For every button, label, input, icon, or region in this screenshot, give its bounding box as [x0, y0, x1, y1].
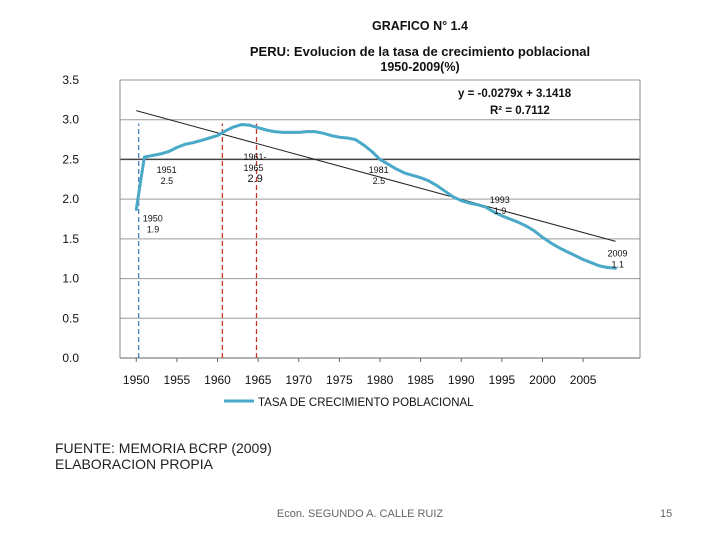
y-tick-label: 3.0 — [62, 113, 79, 127]
grid-lines — [120, 79, 640, 319]
y-tick-label: 1.5 — [62, 232, 79, 246]
trendline — [136, 110, 616, 242]
trendline-r-squared: R² = 0.7112 — [490, 105, 550, 117]
x-tick-label: 1990 — [448, 373, 475, 387]
x-tick-label: 1970 — [285, 373, 312, 387]
x-tick-label: 1965 — [245, 373, 272, 387]
y-tick-label: 0.0 — [62, 351, 79, 365]
legend: TASA DE CRECIMIENTO POBLACIONAL — [224, 397, 474, 409]
x-tick-label: 1960 — [204, 373, 231, 387]
footer-author: Econ. SEGUNDO A. CALLE RUIZ — [276, 508, 444, 520]
trendline-equation: y = -0.0279x + 3.1418 — [458, 88, 572, 100]
x-tick-label: 1955 — [164, 373, 191, 387]
data-label: 1993 — [490, 195, 510, 205]
x-tick-label: 1985 — [407, 373, 434, 387]
legend-label: TASA DE CRECIMIENTO POBLACIONAL — [258, 397, 474, 409]
data-label: 2.9 — [248, 173, 263, 185]
x-tick-label: 1950 — [123, 373, 150, 387]
data-label: 1.1 — [612, 259, 625, 269]
x-tick-label: 1980 — [367, 373, 394, 387]
data-label: 2.5 — [161, 176, 174, 186]
data-label: 1.9 — [147, 224, 160, 234]
series-layer — [134, 123, 618, 270]
equation-box: y = -0.0279x + 3.1418 R² = 0.7112 — [458, 88, 572, 117]
x-tick-label: 1995 — [489, 373, 516, 387]
data-label: 1961- — [244, 152, 267, 162]
y-tick-label: 1.0 — [62, 272, 79, 286]
y-tick-label: 0.5 — [62, 311, 79, 325]
y-tick-label: 2.0 — [62, 192, 79, 206]
data-label: 2.5 — [373, 176, 386, 186]
x-tick-label: 2000 — [529, 373, 556, 387]
data-label: 1951 — [157, 165, 177, 175]
x-tick-label: 1975 — [326, 373, 353, 387]
source-note: FUENTE: MEMORIA BCRP (2009) — [55, 440, 272, 456]
data-label: 1981 — [369, 165, 389, 175]
line-chart: 0.0 0.5 1.0 1.5 2.0 2.5 3.0 3.5 1950 1955 1960 1965… — [62, 73, 641, 409]
y-tick-label: 3.5 — [62, 73, 79, 87]
series-line — [134, 123, 618, 270]
elaboration-note: ELABORACION PROPIA — [55, 456, 213, 472]
x-tick-label: 2005 — [570, 373, 597, 387]
y-tick-label: 2.5 — [62, 152, 79, 166]
trendline-layer — [136, 110, 616, 242]
data-label: 1.9 — [494, 206, 507, 216]
data-label: 1950 — [143, 213, 163, 223]
axes: 0.0 0.5 1.0 1.5 2.0 2.5 3.0 3.5 1950 1955 1960 1965… — [62, 73, 641, 387]
data-label: 2009 — [608, 248, 628, 258]
data-label: 1965 — [244, 163, 264, 173]
chart-subtitle: 1950-2009(%) — [380, 60, 460, 74]
page-number: 15 — [660, 508, 673, 520]
vertical-markers — [138, 123, 258, 358]
annotations: 19512.51961-19652.919501.919812.519931.9… — [143, 152, 628, 269]
chart-title-number: GRAFICO N° 1.4 — [372, 19, 468, 33]
chart-title: PERU: Evolucion de la tasa de crecimient… — [249, 44, 591, 59]
